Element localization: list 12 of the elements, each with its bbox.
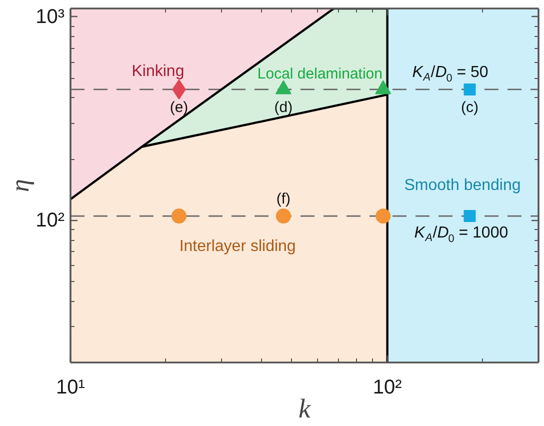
x-axis-title: k: [298, 394, 312, 424]
x-tick-label: 10¹: [56, 376, 86, 398]
annotation: (d): [274, 98, 293, 116]
series-label: Smooth bending: [404, 177, 521, 194]
annotation: (c): [460, 98, 478, 116]
y-axis-title: η: [6, 179, 35, 192]
annotation: (e): [170, 98, 188, 116]
series-label: Interlayer sliding: [179, 238, 296, 255]
annotation: (f): [276, 190, 291, 208]
y-tick-label: 10³: [36, 6, 65, 28]
series-label: Kinking: [132, 63, 184, 80]
series-label: Local delamination: [257, 66, 383, 83]
